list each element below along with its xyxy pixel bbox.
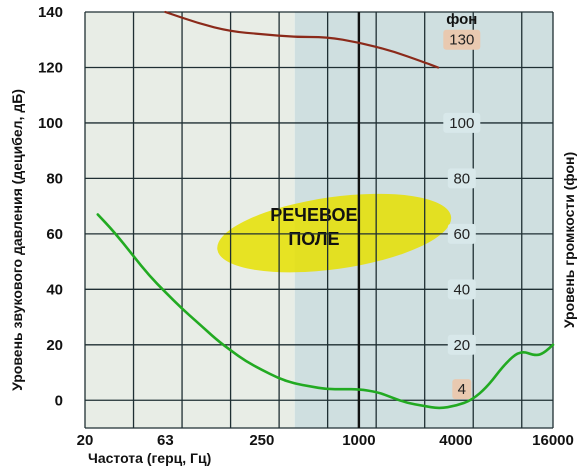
x-tick-label: 16000 [532,432,574,449]
y-tick-label: 120 [38,59,63,76]
x-tick-label: 4000 [439,432,472,449]
right-axis-title: Уровень громкости (фон) [561,152,577,328]
phon-scale: фон 130 100 80 60 40 20 4 [443,11,481,400]
x-tick-label: 250 [249,432,274,449]
pain-threshold-curve [164,10,440,69]
phon-label: 40 [453,281,470,298]
x-tick-label: 20 [77,432,94,449]
y-axis-ticks: 0 20 40 60 80 100 120 140 [38,4,63,409]
y-tick-label: 60 [46,226,63,243]
speech-field-highlight [217,193,452,273]
hearing-threshold-curve [96,213,555,410]
y-axis-title: Уровень звукового давления (децибел, дБ) [9,89,25,391]
y-tick-label: 100 [38,115,63,132]
speech-field-label: РЕЧЕВОЕ [270,205,357,225]
x-axis-title: Частота (герц, Гц) [88,450,211,466]
speech-field-label: ПОЛЕ [288,229,339,249]
y-tick-label: 40 [46,281,63,298]
phon-label: 100 [449,115,474,132]
y-tick-label: 20 [46,337,63,354]
phon-header: фон [446,11,477,28]
series-layer [96,10,555,410]
phon-label-bg [447,223,476,244]
phon-label-bg [443,112,481,133]
x-tick-label: 63 [157,432,174,449]
y-tick-label: 140 [38,4,63,21]
phon-label: 60 [453,226,470,243]
y-tick-label: 80 [46,170,63,187]
phon-label-bg [452,379,472,400]
phon-label-bg [447,168,476,189]
phon-label: 80 [453,170,470,187]
x-axis-ticks: 20 63 250 1000 4000 16000 [77,432,574,449]
x-tick-label: 1000 [342,432,375,449]
phon-label: 4 [458,381,466,398]
phon-label: 20 [453,337,470,354]
phon-label-bg [443,29,481,50]
phon-label-bg [447,334,476,355]
y-tick-label: 0 [55,392,63,409]
phon-label-bg [447,279,476,300]
phon-label: 130 [449,32,474,49]
